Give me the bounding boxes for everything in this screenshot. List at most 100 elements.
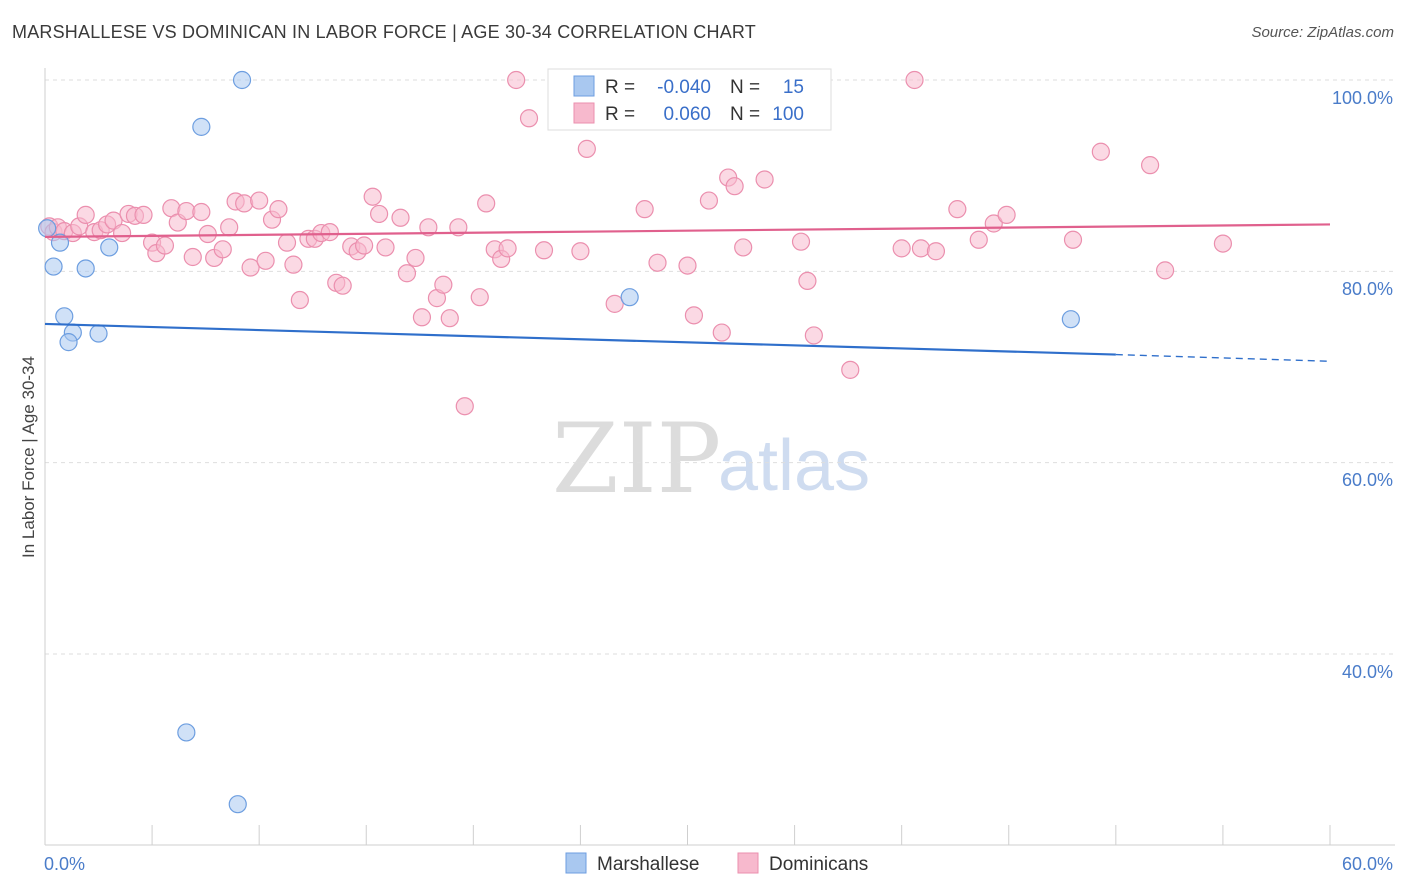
dominicans-point-95 [1063,230,1083,249]
stats-legend: R = -0.040 N = 15 R = 0.060 N = 100 [547,68,832,131]
trend-lines [44,223,1331,362]
dominicans-point-35 [284,255,303,274]
dominicans-point-82 [791,232,811,251]
marshallese-point-5 [55,307,74,326]
dominicans-point-56 [440,309,459,328]
legend-n-label-marshallese: N = [730,77,760,98]
stats-legend-box [547,68,832,131]
legend-r-label-dominicans: R = [605,104,635,125]
dominicans-point-60 [477,194,496,213]
legend-r-label-marshallese: R = [605,77,635,98]
dominicans-trend-line [44,223,1331,238]
dominicans-point-36 [290,290,309,310]
dominicans-point-77 [712,323,731,342]
dominicans-point-64 [507,70,526,90]
dominicans-point-42 [333,276,352,295]
dominicans-point-45 [355,236,374,255]
bottom-legend-swatch-dominicans [737,852,759,874]
dominicans-point-17 [155,236,175,255]
marshallese-point-8 [89,324,108,343]
dominicans-point-76 [699,191,719,210]
axes [44,68,1395,846]
bottom-legend-label-dominicans: Dominicans [769,854,868,875]
dominicans-point-26 [220,218,239,237]
marshallese-trend-extension [1115,353,1331,362]
dominicans-point-34 [277,233,297,252]
dominicans-point-46 [363,187,382,206]
dominicans-point-30 [250,191,269,210]
dominicans-point-22 [192,202,211,222]
dominicans-point-31 [256,251,275,270]
legend-r-value-marshallese: -0.040 [657,77,711,98]
dominicans-point-71 [635,200,654,219]
x-ticks [44,825,1331,845]
bottom-legend-swatch-marshallese [565,852,587,874]
dominicans-point-89 [911,239,931,258]
legend-r-value-dominicans: 0.060 [663,104,711,125]
marshallese-point-14 [1061,310,1080,329]
dominicans-point-6 [76,205,95,224]
marshallese-point-0 [38,219,57,238]
dominicans-point-63 [498,239,517,258]
marshallese-point-9 [192,117,211,136]
dominicans-point-98 [1155,261,1175,280]
dominicans-point-59 [470,288,489,307]
dominicans-point-57 [449,218,468,237]
dominicans-point-90 [926,242,946,261]
marshallese-point-11 [177,723,196,742]
dominicans-point-96 [1091,142,1110,161]
dominicans-point-74 [684,306,704,325]
dominicans-point-48 [376,238,395,257]
y-tick-label-60: 60.0% [1342,470,1393,490]
series-marshallese [38,70,1080,814]
gridlines [45,79,1395,655]
dominicans-point-47 [370,204,389,224]
dominicans-point-23 [198,224,217,244]
dominicans-point-99 [1213,234,1233,253]
marshallese-trend-line [44,322,1116,356]
dominicans-point-94 [997,205,1016,224]
dominicans-point-73 [678,256,697,275]
dominicans-point-66 [534,241,554,260]
y-axis-title: In Labor Force | Age 30-34 [19,356,38,558]
dominicans-point-91 [948,200,967,219]
dominicans-point-40 [320,223,339,242]
dominicans-point-11 [112,223,132,243]
marshallese-point-10 [232,70,252,90]
dominicans-point-86 [841,360,860,379]
dominicans-point-68 [577,139,596,158]
legend-n-label-dominicans: N = [730,104,760,125]
watermark-atlas: atlas [718,426,870,506]
source-label: Source: ZipAtlas.com [1251,24,1394,41]
x-tick-label-0: 0.0% [44,854,85,874]
dominicans-point-25 [213,240,232,259]
dominicans-point-81 [755,170,774,189]
dominicans-point-52 [412,308,432,327]
marshallese-point-12 [228,795,247,814]
chart-title: MARSHALLESE VS DOMINICAN IN LABOR FORCE … [12,22,756,42]
marshallese-point-4 [100,238,119,257]
dominicans-point-70 [605,294,624,313]
watermark: ZIP atlas [552,403,870,515]
x-tick-label-60: 60.0% [1342,854,1393,874]
dominicans-point-53 [419,218,438,237]
dominicans-point-49 [391,208,410,227]
dominicans-point-72 [648,253,667,272]
dominicans-point-21 [183,247,202,267]
legend-swatch-dominicans [573,102,595,124]
y-tick-label-80: 80.0% [1342,279,1393,299]
dominicans-point-50 [397,264,417,283]
marshallese-point-7 [59,333,78,352]
dominicans-point-10 [104,211,123,230]
dominicans-point-87 [892,239,911,258]
dominicans-point-84 [804,326,823,345]
dominicans-point-58 [455,397,474,416]
series-dominicans [40,70,1233,416]
dominicans-point-92 [969,230,988,249]
y-tick-label-40: 40.0% [1342,662,1393,682]
watermark-zip: ZIP [552,403,721,515]
bottom-legend-label-marshallese: Marshallese [597,854,699,875]
dominicans-point-65 [519,109,539,128]
dominicans-point-80 [734,238,753,257]
